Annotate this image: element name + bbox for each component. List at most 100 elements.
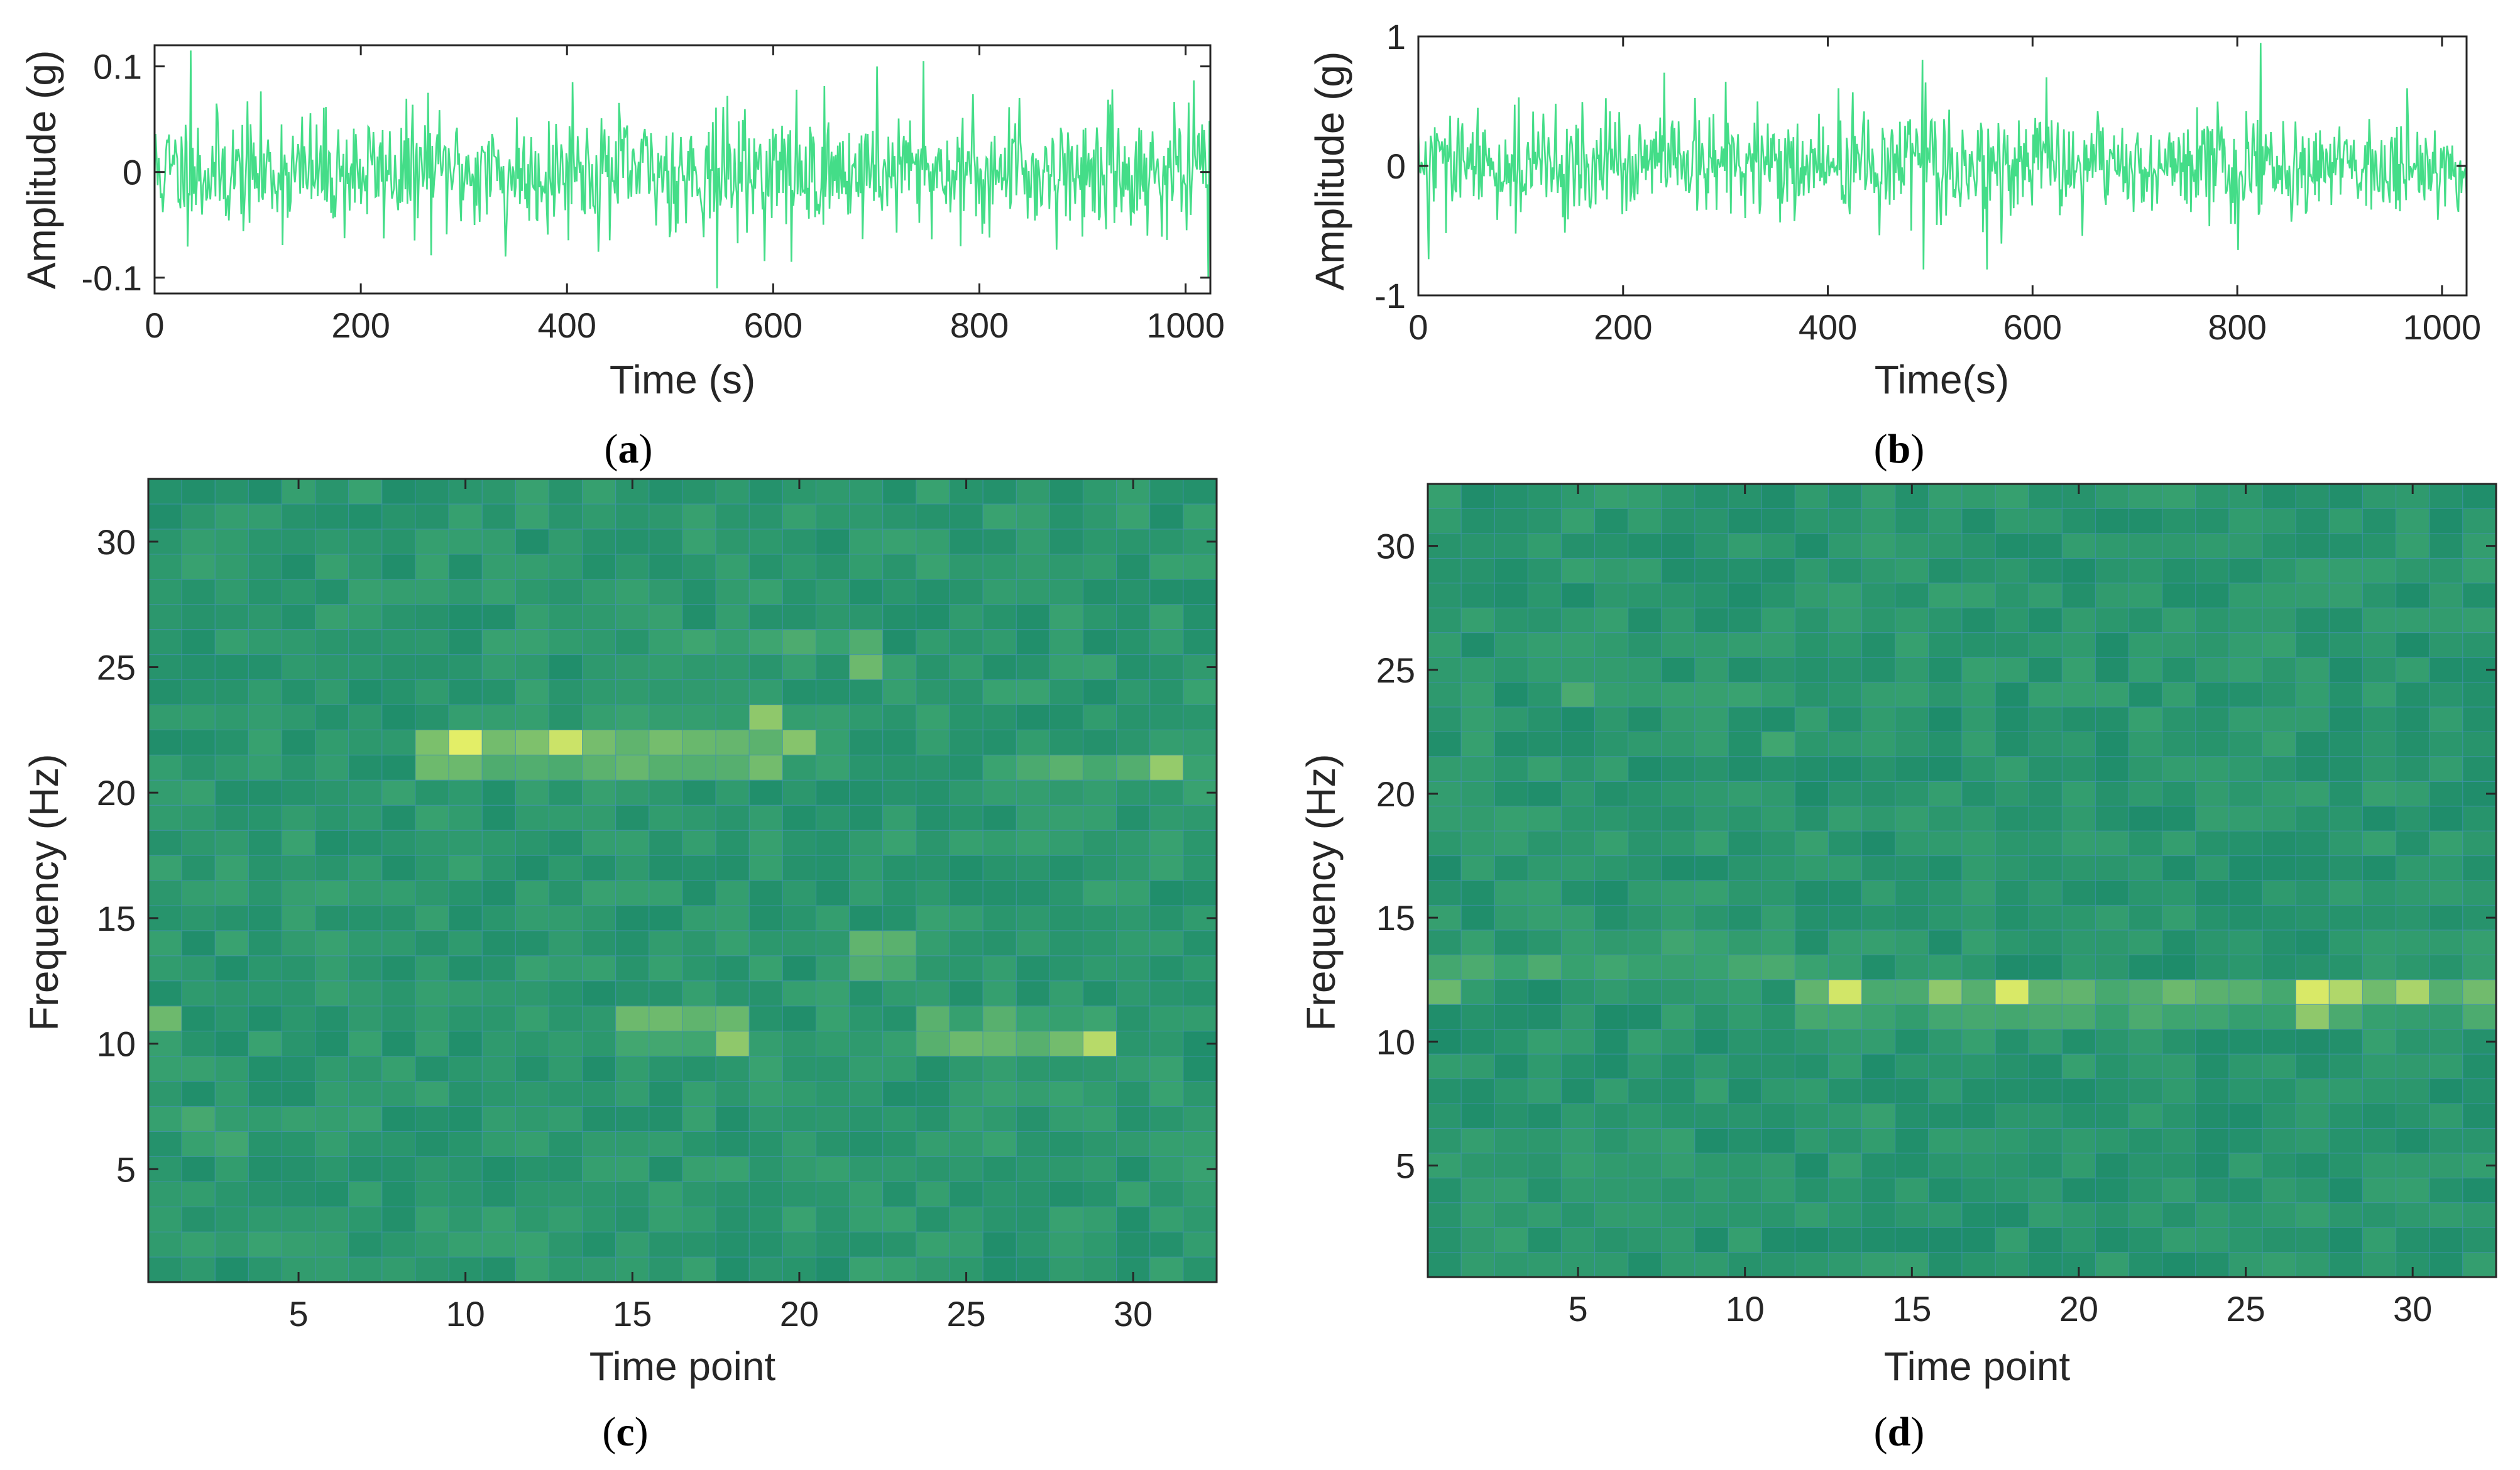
heatmap-cell: [248, 955, 283, 982]
heatmap-cell: [2228, 1103, 2263, 1129]
heatmap-cell: [1149, 503, 1184, 530]
heatmap-cell: [148, 579, 182, 605]
heatmap-cell: [281, 955, 316, 982]
heatmap-cell: [381, 855, 416, 881]
heatmap-cell: [782, 1131, 817, 1157]
heatmap-cell: [1995, 557, 2029, 584]
heatmap-cell: [1628, 607, 1662, 634]
heatmap-cell: [281, 905, 316, 931]
heatmap-cell: [1761, 1251, 1795, 1278]
heatmap-cell: [1149, 1156, 1184, 1182]
heatmap-cell: [1460, 954, 1495, 980]
heatmap-cell: [1661, 731, 1696, 757]
heatmap-cell: [1049, 629, 1084, 655]
heatmap-cell: [448, 905, 483, 931]
heatmap-cell: [982, 1055, 1017, 1082]
heatmap-cell: [415, 830, 449, 856]
heatmap-cell: [1628, 533, 1662, 559]
heatmap-cell: [2128, 904, 2163, 931]
heatmap-cell: [248, 1181, 283, 1207]
heatmap-cell: [1594, 1153, 1629, 1178]
heatmap-cell: [1628, 1053, 1662, 1080]
heatmap-cell: [1460, 1177, 1495, 1204]
x-tick-label: 1000: [1146, 305, 1225, 345]
heatmap-cell: [1728, 1127, 1762, 1154]
heatmap-cell: [1694, 781, 1729, 807]
heatmap-cell: [715, 1206, 750, 1232]
heatmap-cell: [849, 1105, 884, 1132]
heatmap-cell: [1794, 1053, 1829, 1080]
heatmap-cell: [1961, 483, 1996, 510]
heatmap-cell: [548, 779, 583, 806]
heatmap-cell: [1928, 880, 1963, 906]
heatmap-cell: [815, 478, 850, 505]
heatmap-cell: [1082, 679, 1117, 706]
heatmap-cell: [348, 1105, 383, 1132]
heatmap-cell: [1560, 880, 1596, 906]
heatmap-cell: [1827, 1202, 1863, 1228]
heatmap-cell: [415, 729, 449, 755]
heatmap-cell: [715, 1055, 750, 1082]
heatmap-cell: [1628, 1153, 1662, 1178]
heatmap-cell: [949, 529, 983, 555]
heatmap-cell: [448, 880, 483, 906]
heatmap-cell: [748, 1080, 783, 1107]
heatmap-cell: [2028, 830, 2063, 857]
heatmap-cell: [148, 1256, 182, 1283]
heatmap-cell: [882, 1080, 917, 1107]
heatmap-cell: [2262, 806, 2296, 831]
heatmap-cell: [281, 654, 316, 681]
heatmap-cell: [1494, 1227, 1528, 1253]
heatmap-cell: [849, 1080, 884, 1107]
heatmap-cell: [1661, 681, 1696, 708]
heatmap-cell: [181, 1105, 216, 1132]
x-tick-label: 15: [613, 1294, 652, 1334]
heatmap-cell: [2396, 1202, 2430, 1228]
heatmap-cell: [2195, 904, 2230, 931]
heatmap-cell: [315, 554, 349, 580]
heatmap-cell: [1560, 1177, 1596, 1204]
heatmap-cell: [481, 729, 516, 755]
heatmap-cell: [982, 754, 1017, 781]
heatmap-cell: [315, 1031, 349, 1057]
heatmap-cell: [949, 804, 983, 831]
heatmap-cell: [248, 830, 283, 856]
heatmap-cell: [281, 1006, 316, 1032]
heatmap-cell: [1861, 1127, 1896, 1154]
heatmap-cell: [181, 1156, 216, 1182]
heatmap-cell: [2362, 1004, 2397, 1030]
heatmap-cell: [1794, 1202, 1829, 1228]
heatmap-cell: [916, 905, 950, 931]
heatmap-cell: [1594, 1029, 1629, 1055]
heatmap-cell: [1961, 1251, 1996, 1278]
heatmap-cell: [715, 529, 750, 555]
heatmap-cell: [281, 579, 316, 605]
heatmap-cell: [515, 1231, 550, 1258]
heatmap-cell: [2396, 607, 2430, 634]
heatmap-cell: [1928, 979, 1963, 1005]
heatmap-cell: [1460, 731, 1495, 757]
heatmap-cell: [1594, 533, 1629, 559]
heatmap-cell: [1761, 508, 1795, 534]
heatmap-cell: [2195, 1127, 2230, 1154]
heatmap-cell: [916, 1055, 950, 1082]
heatmap-cell: [1794, 533, 1829, 559]
heatmap-cell: [1527, 557, 1562, 584]
heatmap-cell: [815, 554, 850, 580]
heatmap-cell: [2295, 830, 2330, 857]
heatmap-cell: [1594, 830, 1629, 857]
heatmap-cell: [782, 980, 817, 1007]
heatmap-cell: [1794, 781, 1829, 807]
heatmap-cell: [1116, 1080, 1151, 1107]
heatmap-cell: [1794, 756, 1829, 782]
heatmap-cell: [214, 855, 249, 881]
heatmap-cell: [381, 1006, 416, 1032]
heatmap-cell: [2295, 806, 2330, 831]
heatmap-cell: [1527, 979, 1562, 1005]
heatmap-cell: [1116, 503, 1151, 530]
heatmap-cell: [1149, 654, 1184, 681]
heatmap-cell: [2195, 706, 2230, 732]
heatmap-cell: [2061, 1053, 2096, 1080]
heatmap-cell: [1149, 880, 1184, 906]
heatmap-cell: [882, 579, 917, 605]
